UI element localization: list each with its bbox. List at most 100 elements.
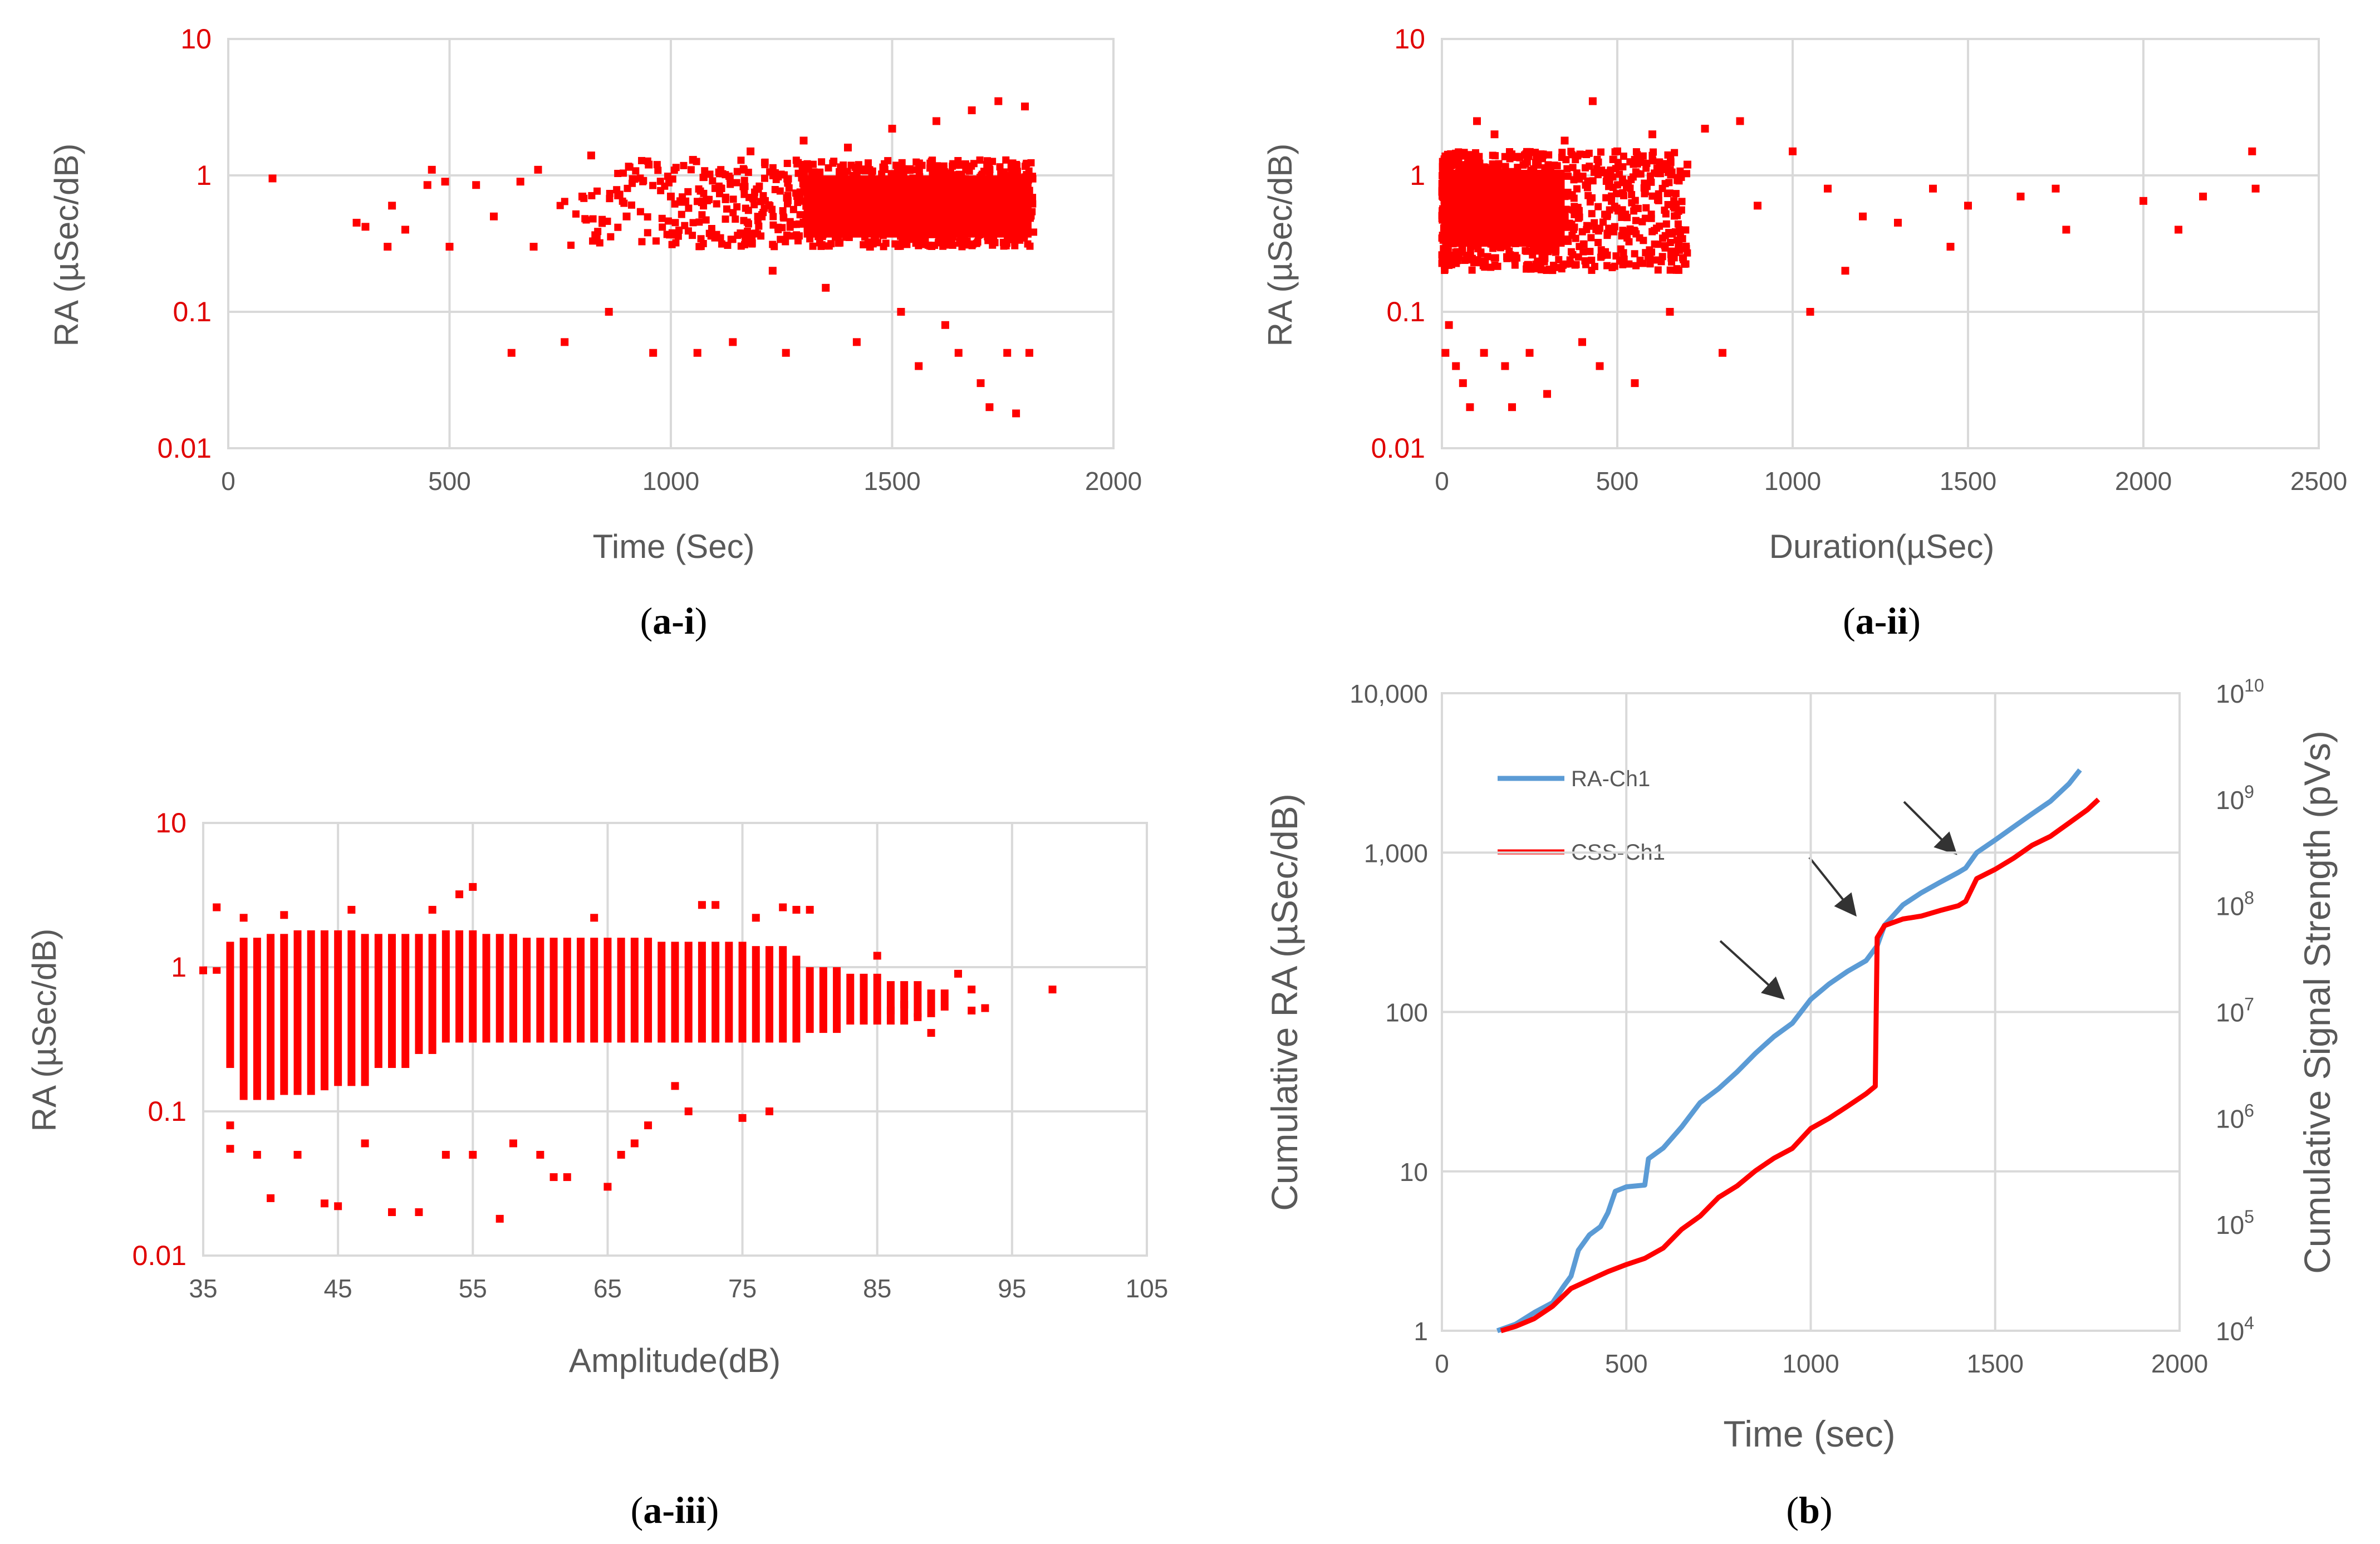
data-point <box>1021 163 1029 170</box>
data-point <box>1564 192 1572 200</box>
data-point <box>1525 349 1534 357</box>
data-column <box>347 930 356 1086</box>
x-tick-label: 1500 <box>863 467 920 496</box>
legend-label-ra: RA-Ch1 <box>1571 767 1650 791</box>
data-point <box>1631 250 1638 258</box>
data-point <box>852 338 861 346</box>
data-point <box>1012 409 1020 418</box>
data-point <box>1458 246 1466 254</box>
x-tick-label: 0 <box>221 467 235 496</box>
data-point <box>1581 257 1589 264</box>
data-point <box>1683 170 1691 178</box>
data-point <box>1673 265 1681 273</box>
data-point <box>702 216 710 224</box>
data-point <box>1501 163 1509 170</box>
data-point <box>1574 214 1582 222</box>
data-column <box>482 934 490 1043</box>
data-point <box>968 1006 976 1014</box>
data-point <box>627 201 635 209</box>
data-point <box>747 147 755 155</box>
data-point <box>741 183 749 190</box>
data-point <box>664 173 671 180</box>
panel-b: Cumulative RA (µSec/dB) Cumulative Signa… <box>1264 731 2338 1531</box>
data-point <box>1494 262 1501 270</box>
data-point <box>864 159 872 167</box>
x-tick-label: 35 <box>189 1274 217 1303</box>
data-point <box>1561 136 1569 145</box>
data-point <box>1511 261 1519 269</box>
data-point <box>1048 986 1057 994</box>
data-point <box>755 222 763 230</box>
data-point <box>933 117 940 125</box>
data-point <box>1661 232 1669 239</box>
data-point <box>1719 349 1726 357</box>
data-point <box>1026 242 1034 250</box>
data-point <box>2139 197 2147 205</box>
data-point <box>1545 151 1553 159</box>
data-point <box>1535 247 1543 255</box>
data-point <box>671 1082 679 1090</box>
data-point <box>1021 102 1029 111</box>
data-point <box>754 185 762 193</box>
data-point <box>1564 237 1572 245</box>
data-point <box>783 159 791 167</box>
data-point <box>711 233 719 242</box>
data-point <box>605 308 613 316</box>
data-point <box>472 181 480 189</box>
data-point <box>1468 266 1476 274</box>
data-point <box>809 242 817 250</box>
data-point <box>933 162 941 170</box>
data-point <box>1635 155 1643 163</box>
data-point <box>754 217 762 224</box>
data-point <box>843 168 851 175</box>
data-point <box>644 1121 652 1130</box>
data-point <box>934 239 942 247</box>
data-point <box>1676 167 1684 175</box>
data-point <box>671 200 679 208</box>
y-tick-label: 0.01 <box>133 1240 187 1271</box>
data-point <box>1534 160 1542 168</box>
data-point <box>644 229 651 237</box>
x-tick-label: 500 <box>428 467 471 496</box>
data-point <box>563 1173 571 1182</box>
data-point <box>779 213 787 220</box>
data-point <box>994 97 1003 105</box>
data-point <box>1508 403 1516 411</box>
data-point <box>713 200 720 208</box>
data-point <box>1470 259 1478 267</box>
data-point <box>1539 254 1547 262</box>
data-point <box>352 218 361 227</box>
data-point <box>888 125 896 133</box>
data-point <box>1558 149 1566 156</box>
data-point <box>1597 246 1605 254</box>
data-point <box>1644 252 1652 260</box>
data-point <box>1677 206 1685 214</box>
y-tick-label: 1,000 <box>1364 839 1428 867</box>
data-point <box>1576 243 1583 251</box>
data-point <box>1632 148 1640 156</box>
data-point <box>1668 247 1676 255</box>
data-point <box>1658 184 1666 192</box>
chart-a-i: 0 500 1000 1500 2000 0.01 0.1 1 10 <box>158 23 1142 496</box>
data-point <box>1635 170 1642 178</box>
data-point <box>1651 240 1658 248</box>
data-point <box>614 223 622 231</box>
data-point <box>638 238 646 246</box>
data-point <box>1574 253 1582 261</box>
data-point <box>1442 246 1450 254</box>
data-point <box>968 986 976 994</box>
data-column <box>428 934 436 1054</box>
x-tick-label: 500 <box>1596 467 1639 496</box>
data-point <box>1603 229 1611 237</box>
data-point <box>822 283 830 292</box>
data-point <box>1634 204 1642 212</box>
data-point <box>693 349 701 357</box>
data-column <box>671 942 679 1043</box>
y-tick-label: 1 <box>196 160 212 191</box>
data-point <box>1625 238 1633 246</box>
data-point <box>741 241 749 248</box>
data-point <box>752 914 760 922</box>
data-point <box>678 198 686 206</box>
data-column <box>563 938 571 1043</box>
data-point <box>441 178 449 186</box>
